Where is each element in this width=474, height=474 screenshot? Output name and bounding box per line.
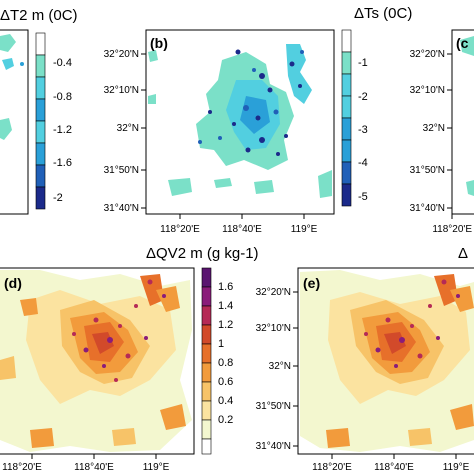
panel-d-colorbar-tick: 1.2 — [218, 319, 233, 331]
panel-c-y-tick: 32°20'N — [410, 49, 445, 60]
panel-c: (c 32°20'N 32°10'N 32°N 31°50'N 31°40'N … — [410, 29, 474, 235]
panel-c-yticks: 32°20'N 32°10'N 32°N 31°50'N 31°40'N — [410, 49, 452, 214]
panel-a-colorbar: -0.4 -0.8 -1.2 -1.6 -2 — [35, 32, 72, 210]
panel-a-colorbar-tick: -2 — [53, 192, 63, 204]
panel-e-title: Δ — [458, 245, 468, 262]
panel-b-xticks: 118°20'E 118°40'E 119°E — [160, 214, 318, 235]
panel-b-map — [145, 29, 335, 215]
panel-d-x-tick: 118°20'E — [2, 462, 42, 473]
panel-b-y-tick: 32°N — [117, 123, 139, 134]
panel-e-y-tick: 32°N — [269, 361, 291, 372]
panel-b-label: (b) — [150, 35, 168, 51]
panel-c-y-tick: 32°10'N — [410, 85, 445, 96]
panel-e-x-tick: 118°20'E — [312, 462, 352, 473]
panel-b-x-tick: 119°E — [291, 224, 318, 235]
panel-c-map — [451, 29, 474, 215]
panel-d-colorbar-tick: 1 — [218, 338, 224, 350]
panel-b-colorbar-tick: -1 — [358, 57, 368, 69]
panel-c-x-tick: 118°20'E — [432, 224, 472, 235]
panel-e-map — [297, 267, 474, 455]
panel-d-colorbar-tick: 0.8 — [218, 357, 233, 369]
panel-b-x-tick: 118°20'E — [160, 224, 200, 235]
panel-b: ΔTs (0C) — [104, 5, 413, 235]
panel-d-title: ΔQV2 m (g kg-1) — [146, 245, 259, 262]
panel-b-y-tick: 32°20'N — [104, 49, 139, 60]
panel-b-x-tick: 118°40'E — [222, 224, 262, 235]
panel-e-y-tick: 31°50'N — [256, 401, 291, 412]
panel-a-colorbar-tick: -0.8 — [53, 91, 72, 103]
panel-e-yticks: 32°20'N 32°10'N 32°N 31°50'N 31°40'N — [256, 287, 298, 452]
panel-e-xticks: 118°20'E 118°40'E 119°E — [312, 454, 470, 473]
panel-d-colorbar: 1.6 1.4 1.2 1 0.8 0.6 0.4 0.2 — [201, 267, 233, 455]
panel-e-y-tick: 32°10'N — [256, 323, 291, 334]
panel-a-colorbar-tick: -1.6 — [53, 157, 72, 169]
panel-b-y-tick: 31°40'N — [104, 203, 139, 214]
panel-e-x-tick: 119°E — [443, 462, 470, 473]
panel-d-label: (d) — [4, 275, 22, 291]
panel-b-colorbar-tick: -3 — [358, 124, 368, 136]
panel-b-colorbar-tick: -4 — [358, 157, 368, 169]
panel-a-map — [0, 29, 29, 215]
panel-d-x-tick: 119°E — [143, 462, 170, 473]
panel-c-label: (c — [456, 35, 469, 51]
panel-b-title: ΔTs (0C) — [354, 5, 412, 22]
panel-a-colorbar-tick: -0.4 — [53, 57, 72, 69]
panel-c-y-tick: 31°50'N — [410, 165, 445, 176]
panel-b-y-tick: 32°10'N — [104, 85, 139, 96]
panel-d-colorbar-tick: 0.6 — [218, 376, 233, 388]
panel-e-y-tick: 32°20'N — [256, 287, 291, 298]
panel-c-y-tick: 31°40'N — [410, 203, 445, 214]
panel-e: Δ — [256, 245, 474, 473]
panel-d-colorbar-tick: 0.2 — [218, 414, 233, 426]
panel-e-label: (e) — [303, 275, 320, 291]
panel-d-xticks: 118°20'E 118°40'E 119°E — [2, 454, 170, 473]
panel-d-colorbar-tick: 0.4 — [218, 395, 233, 407]
panel-e-hotspots — [364, 279, 460, 368]
panel-d-hotspots — [72, 279, 166, 382]
panel-b-colorbar-tick: -2 — [358, 91, 368, 103]
panel-c-y-tick: 32°N — [423, 123, 445, 134]
panel-a-colorbar-tick: -1.2 — [53, 124, 72, 136]
panel-b-hotspots — [198, 49, 304, 156]
panel-d-x-tick: 118°40'E — [74, 462, 114, 473]
panel-b-colorbar: -1 -2 -3 -4 -5 — [341, 29, 368, 207]
panel-a: ΔT2 m (0C) -0.4 -0.8 -1.2 -1.6 -2 — [0, 7, 78, 215]
panel-e-y-tick: 31°40'N — [256, 441, 291, 452]
panel-b-colorbar-tick: -5 — [358, 191, 368, 203]
panel-d-map — [0, 267, 195, 455]
panel-d-colorbar-tick: 1.4 — [218, 300, 233, 312]
panel-b-yticks: 32°20'N 32°10'N 32°N 31°50'N 31°40'N — [104, 49, 146, 214]
panel-e-x-tick: 118°40'E — [374, 462, 414, 473]
panel-a-title: ΔT2 m (0C) — [0, 7, 78, 24]
panel-d: ΔQV2 m (g kg-1) — [0, 245, 259, 473]
panel-d-colorbar-tick: 1.6 — [218, 281, 233, 293]
panel-c-xticks: 118°20'E — [432, 214, 472, 235]
panel-b-y-tick: 31°50'N — [104, 165, 139, 176]
